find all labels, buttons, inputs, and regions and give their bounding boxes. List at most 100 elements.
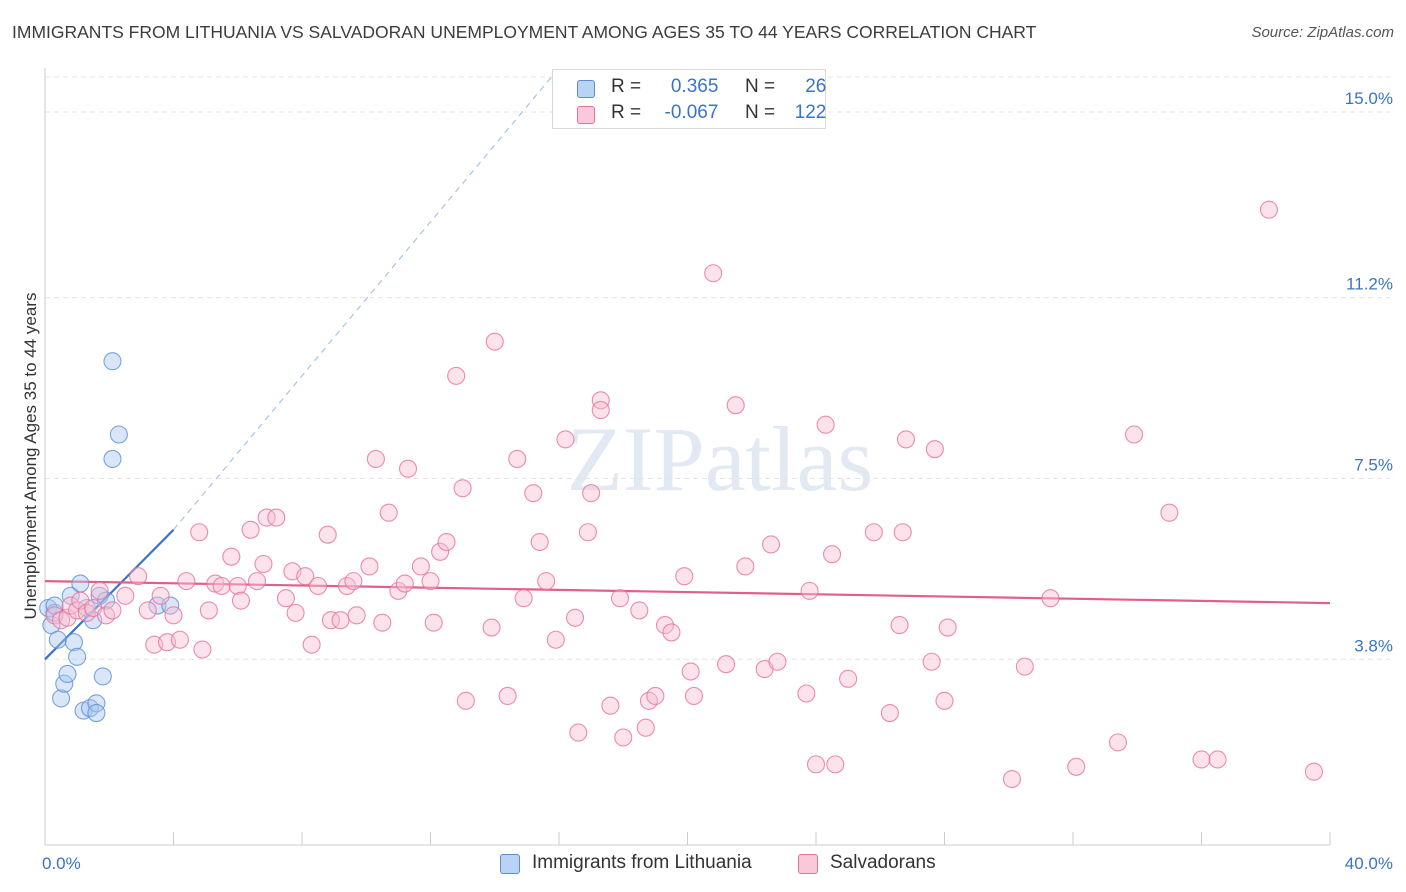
salvadoran-point: [1041, 589, 1060, 608]
gridlines: [45, 76, 1390, 660]
salvadoran-point: [880, 704, 899, 723]
salvadoran-point: [1160, 503, 1179, 522]
y-tick-label: 3.8%: [1354, 636, 1393, 655]
salvadoran-point: [453, 479, 472, 498]
salvadoran-point: [431, 542, 450, 561]
lithuania-point: [109, 425, 128, 444]
lithuania-point: [161, 596, 180, 615]
lithuania-point: [148, 596, 167, 615]
salvadoran-point: [514, 589, 533, 608]
salvadoran-point: [591, 401, 610, 420]
salvadoran-point: [938, 618, 957, 637]
legend-swatch-salvadorans: [577, 106, 595, 124]
legend-r-label: R =: [611, 76, 642, 97]
legend-n-label: N =: [744, 102, 776, 123]
salvadoran-point: [302, 635, 321, 654]
salvadoran-point: [228, 576, 247, 596]
salvadoran-point: [1015, 657, 1034, 676]
salvadoran-point: [1002, 769, 1022, 789]
salvadoran-point: [456, 691, 475, 710]
salvadoran-point: [736, 557, 755, 576]
salvadoran-point: [193, 640, 212, 659]
salvadoran-point: [646, 686, 665, 706]
lithuania-point: [71, 574, 90, 593]
y-axis-label: Unemployment Among Ages 35 to 44 years: [21, 293, 40, 620]
salvadoran-point: [222, 547, 241, 566]
salvadoran-point: [212, 576, 231, 596]
salvadoran-point: [806, 755, 826, 774]
salvadoran-point: [241, 520, 260, 539]
chart-source: Source: ZipAtlas.com: [1251, 24, 1394, 41]
series-legend: Immigrants from Lithuania Salvadorans: [0, 852, 1406, 876]
salvadoran-point: [366, 449, 385, 468]
legend-n-label: N =: [744, 76, 776, 97]
lithuania-point: [103, 352, 122, 371]
salvadoran-point: [170, 630, 189, 649]
salvadoran-point: [347, 606, 366, 625]
salvadoran-point: [508, 449, 527, 468]
salvadoran-point: [129, 567, 148, 586]
salvadoran-point: [890, 616, 909, 635]
salvadoran-point: [247, 572, 267, 591]
salvadoran-point: [395, 574, 414, 593]
salvadoran-point: [199, 601, 218, 620]
tick-labels: 3.8% 7.5% 11.2% 15.0% 0.0% 40.0%: [42, 89, 1393, 873]
correlation-legend: R = 0.365 N = 26 R = -0.067 N = 122: [552, 69, 826, 129]
watermark: ZIPatlas: [567, 408, 874, 510]
lithuania-point: [68, 647, 87, 666]
salvadoran-point: [582, 484, 601, 503]
salvadoran-point: [556, 430, 575, 449]
salvadoran-point: [424, 613, 443, 632]
legend-n-value: 122: [794, 102, 827, 123]
salvadoran-point: [389, 581, 408, 600]
series-swatch-lithuania: [500, 854, 520, 874]
y-tick-label: 7.5%: [1354, 455, 1393, 474]
salvadoran-point: [398, 459, 418, 478]
salvadoran-point: [1208, 750, 1227, 769]
salvadoran-point: [1124, 425, 1144, 444]
salvadoran-point: [726, 396, 745, 415]
lithuania-point: [58, 664, 77, 684]
lithuania-point: [93, 667, 112, 686]
legend-r-value: 0.365: [670, 76, 719, 97]
salvadoran-point: [257, 508, 276, 527]
salvadoran-point: [530, 532, 549, 552]
series-label-salvadorans: Salvadorans: [830, 852, 936, 873]
salvadoran-point: [823, 545, 842, 564]
legend-swatch-lithuania: [577, 80, 595, 98]
salvadoran-point: [816, 415, 835, 434]
data-points: [39, 200, 1323, 789]
salvadoran-point: [761, 535, 781, 554]
salvadoran-point: [601, 696, 620, 715]
salvadoran-point: [826, 755, 845, 774]
lithuania-point: [48, 630, 67, 649]
salvadoran-point: [578, 523, 597, 542]
salvadoran-point: [373, 613, 392, 632]
salvadoran-point: [1259, 200, 1279, 219]
salvadoran-point: [636, 718, 655, 737]
salvadoran-point: [344, 572, 363, 591]
salvadoran-point: [231, 591, 251, 610]
salvadoran-point: [360, 557, 379, 576]
salvadoran-point: [681, 662, 700, 681]
lithuania-point: [103, 449, 122, 468]
salvadoran-point: [321, 611, 340, 630]
salvadoran-point: [309, 576, 328, 596]
salvadoran-point: [935, 691, 954, 710]
salvadoran-point: [151, 586, 170, 605]
salvadoran-point: [797, 684, 816, 703]
salvadoran-point: [925, 440, 944, 459]
salvadoran-point: [254, 554, 273, 574]
salvadoran-point: [893, 523, 912, 542]
series-swatch-salvadorans: [798, 854, 818, 874]
salvadoran-point: [614, 728, 633, 747]
salvadoran-point: [800, 581, 819, 600]
lithuania-point: [87, 704, 106, 723]
salvadoran-point: [1067, 757, 1086, 776]
salvadoran-point: [437, 532, 456, 552]
legend-r-label: R =: [611, 102, 642, 123]
lithuania-point: [87, 694, 106, 713]
lithuania-point: [64, 633, 83, 652]
salvadoran-point: [1192, 750, 1211, 769]
